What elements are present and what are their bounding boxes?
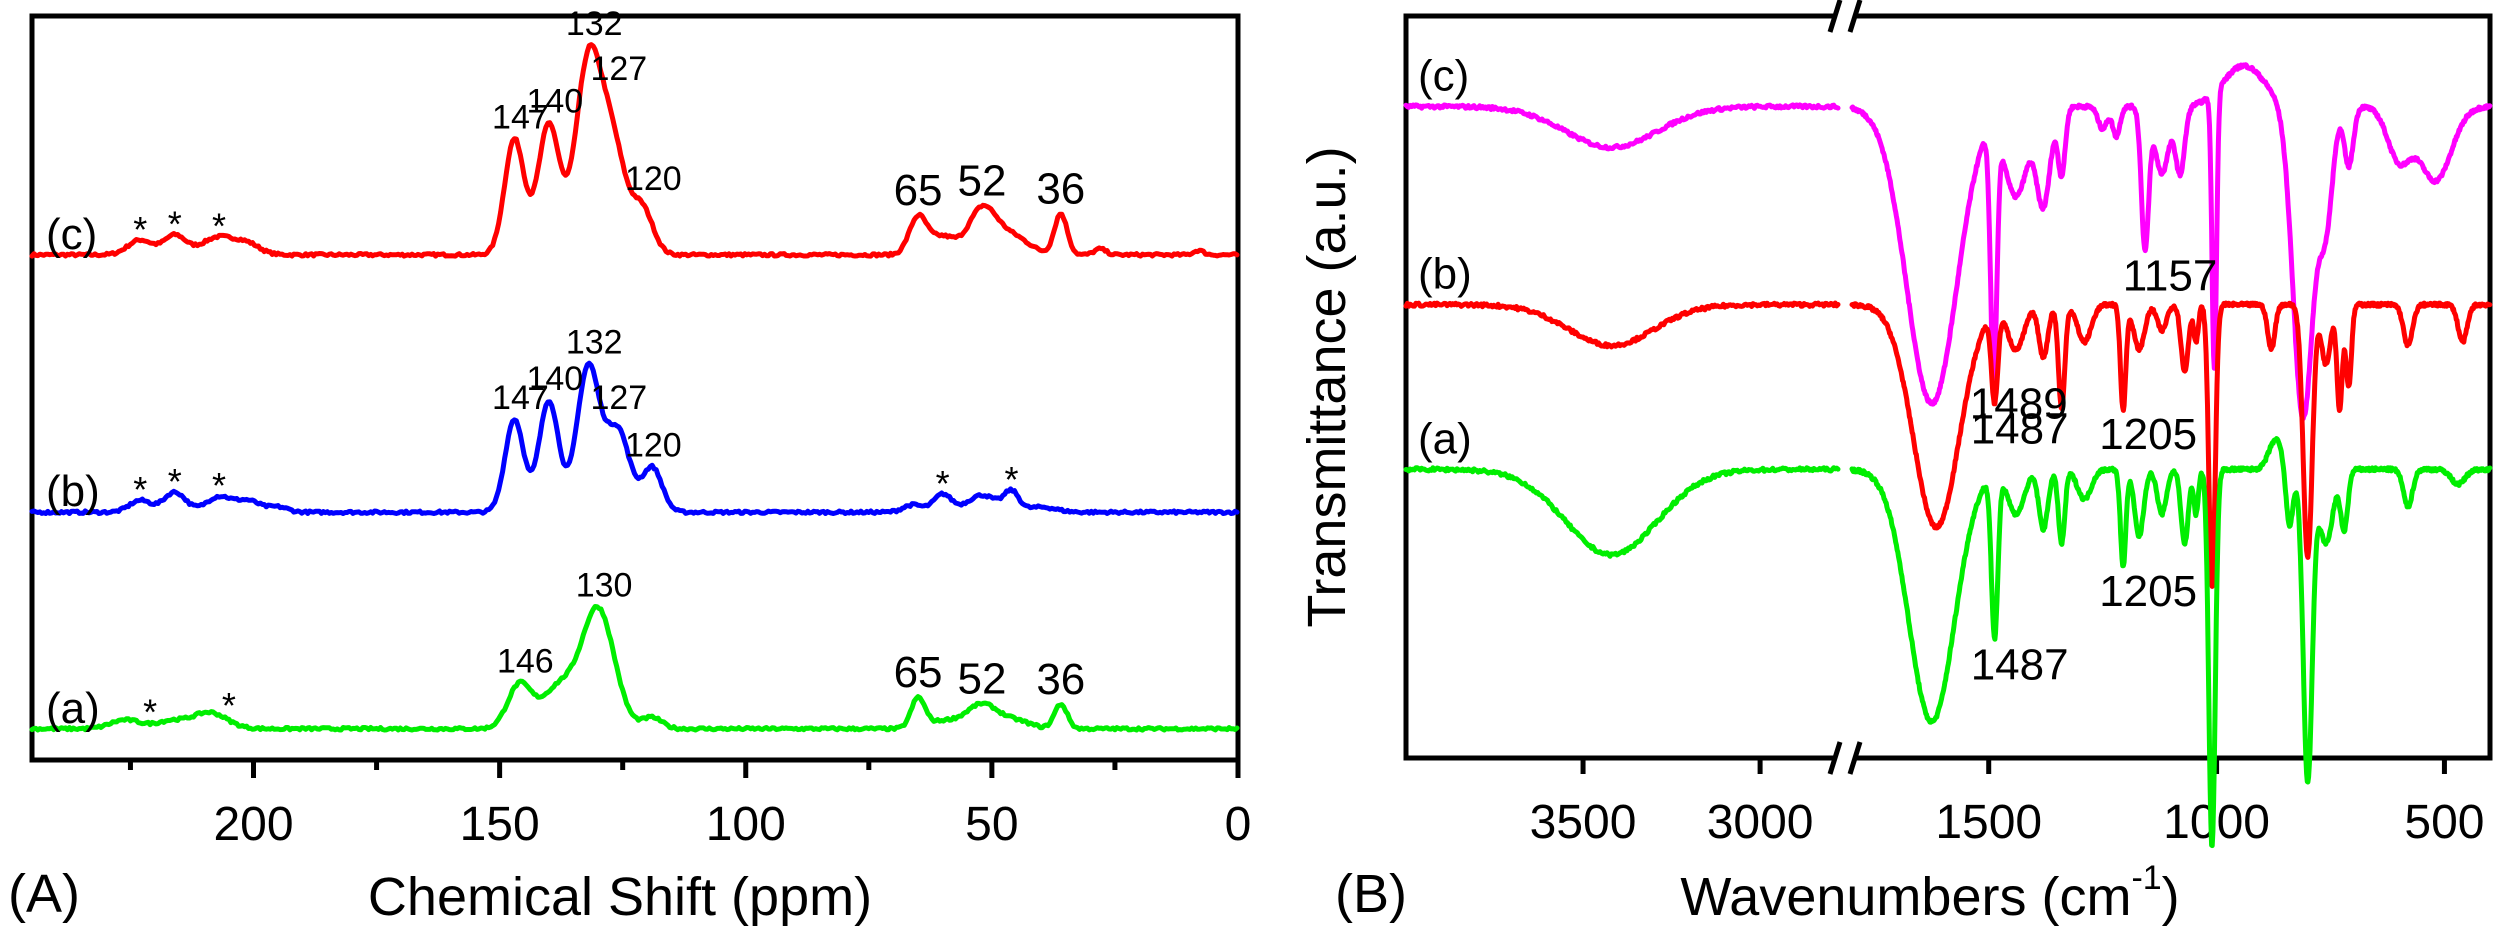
peak-label: 147 (492, 379, 549, 417)
panel-b-xticks: 3500 3000 1500 1000 500 (1530, 758, 2484, 849)
axis-break-mark (1847, 0, 1863, 33)
ir-trace-a-segment-2 (1849, 436, 2493, 849)
xtick-label: 200 (213, 798, 293, 851)
nmr-trace-c (29, 42, 1240, 259)
panel-b-axis-breaks (1827, 0, 1863, 775)
panel-a-traces (29, 42, 1240, 733)
panel-b-xlabel-sup: -1 (2131, 859, 2161, 897)
axis-break-mark (1827, 741, 1843, 775)
xtick-label: 150 (460, 798, 540, 851)
spinning-sideband-marker: * (133, 469, 147, 510)
trace-label: (a) (1418, 414, 1472, 463)
peak-label: 132 (566, 5, 623, 43)
peak-label: 120 (625, 160, 682, 198)
peak-label: 140 (526, 360, 583, 398)
peak-label: 127 (590, 50, 647, 88)
panel-b-xlabel-main: Wavenumbers (cm (1680, 867, 2131, 927)
xtick-label: 3000 (1707, 796, 1814, 849)
peak-label: 1157 (2123, 252, 2218, 301)
ir-trace-b-segment-1 (1403, 300, 1841, 350)
peak-label: 36 (1036, 165, 1085, 214)
spinning-sideband-marker: * (936, 463, 950, 504)
trace-label: (c) (46, 210, 97, 259)
panel-b-label: (B) (1335, 864, 1407, 924)
xtick-label: 1000 (2163, 796, 2270, 849)
peak-label: 1205 (2099, 567, 2197, 616)
peak-label: 147 (492, 99, 549, 137)
trace-label: (b) (1418, 250, 1472, 299)
panel-b-ir: 3500 3000 1500 1000 500 (c) 1489 1157 (b) 1487 12… (1297, 0, 2493, 927)
panel-b-xlabel: Wavenumbers (cm-1) (1680, 859, 2179, 927)
axis-break-mark (1847, 741, 1863, 775)
ir-trace-b-segment-2 (1849, 300, 2493, 589)
peak-label: 1487 (1971, 641, 2069, 690)
peak-label: 52 (958, 156, 1007, 205)
peak-label: 52 (958, 654, 1007, 703)
panel-a-label: (A) (8, 864, 80, 924)
peak-label: 1487 (1971, 405, 2069, 454)
peak-label: 146 (497, 642, 554, 680)
spinning-sideband-marker: * (212, 465, 226, 506)
xtick-label: 0 (1225, 798, 1252, 851)
xtick-label: 50 (965, 798, 1018, 851)
spinning-sideband-marker: * (143, 691, 157, 732)
ir-trace-a-segment-1 (1403, 465, 1841, 559)
panel-a-xticks: 200 150 100 50 0 (127, 760, 1252, 851)
peak-label: 130 (576, 567, 633, 605)
nmr-trace-b (29, 360, 1240, 516)
spinning-sideband-marker: * (133, 209, 147, 250)
panel-a-frame (29, 13, 1241, 763)
axis-break-mark (1827, 0, 1843, 33)
peak-label: 1205 (2099, 410, 2197, 459)
nmr-trace-a (29, 604, 1240, 733)
trace-label: (a) (46, 684, 100, 733)
peak-label: 127 (590, 379, 647, 417)
panel-b-frame (1403, 13, 2493, 761)
peak-label: 1489 (1970, 379, 2068, 428)
spinning-sideband-marker: * (1005, 459, 1019, 500)
xtick-label: 500 (2404, 796, 2484, 849)
trace-label: (b) (46, 467, 100, 516)
spinning-sideband-marker: * (212, 205, 226, 246)
panel-b-annotations: (c) 1489 1157 (b) 1487 1205 (a) 1487 1205 (1418, 52, 2217, 690)
panel-b-xlabel-tail: ) (2162, 867, 2180, 927)
ir-trace-c-segment-1 (1403, 102, 1841, 152)
xtick-label: 3500 (1530, 796, 1637, 849)
ir-trace-c-segment-2 (1849, 62, 2493, 422)
peak-label: 140 (526, 83, 583, 121)
peak-label: 65 (894, 648, 943, 697)
peak-label: 65 (894, 166, 943, 215)
spinning-sideband-marker: * (168, 461, 182, 502)
peak-label: 120 (625, 426, 682, 464)
peak-label: 36 (1036, 655, 1085, 704)
trace-label: (c) (1418, 52, 1469, 101)
xtick-label: 100 (706, 798, 786, 851)
spinning-sideband-marker: * (168, 204, 182, 245)
panel-a-xlabel: Chemical Shift (ppm) (368, 867, 872, 927)
peak-label: 132 (566, 323, 623, 361)
panel-b-traces (1403, 62, 2493, 849)
spinning-sideband-marker: * (222, 685, 236, 726)
panel-b-ylabel: Transmittance (a.u.) (1297, 146, 1357, 627)
xtick-label: 1500 (1935, 796, 2042, 849)
